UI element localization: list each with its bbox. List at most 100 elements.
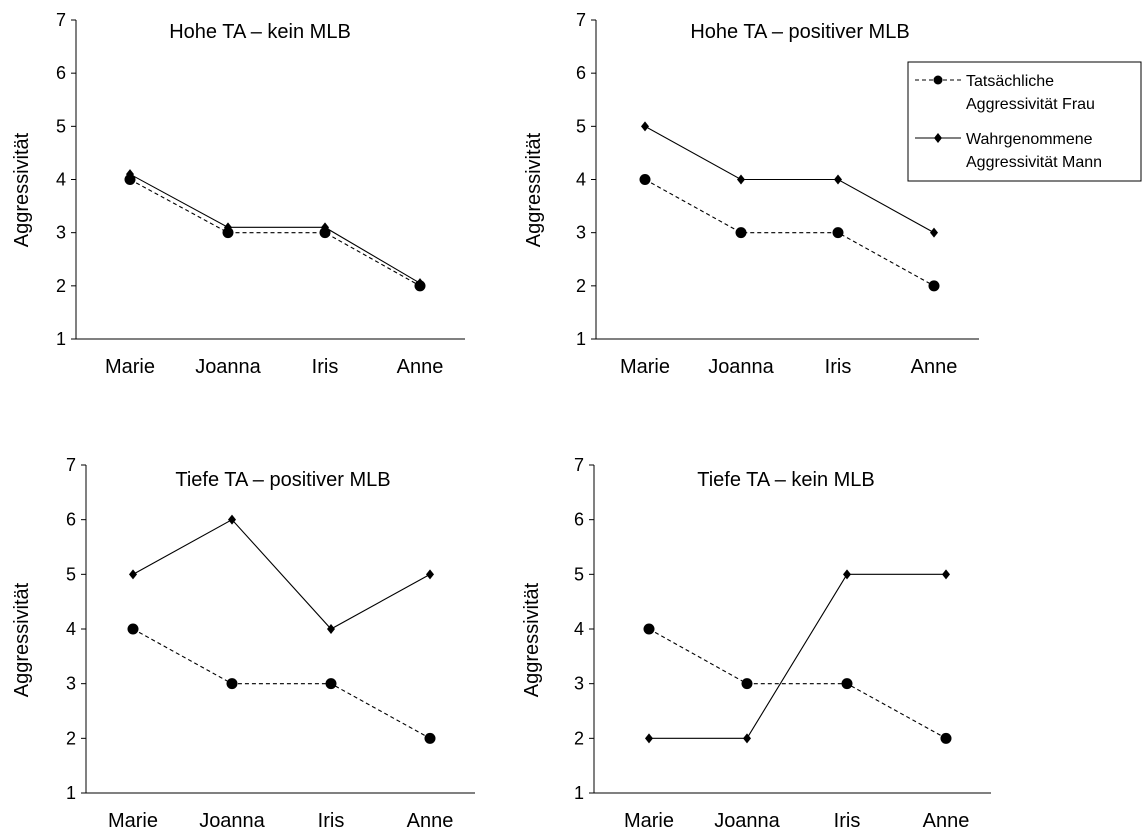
x-tick-label: Anne	[923, 810, 970, 832]
chart-title: Hohe TA – positiver MLB	[690, 21, 909, 43]
series-line-actual	[648, 628, 947, 739]
y-axis-label: Aggressivität	[11, 132, 33, 247]
data-point-diamond	[641, 121, 649, 132]
y-tick-label: 4	[56, 170, 66, 190]
y-tick-label: 7	[66, 455, 76, 475]
chart-legend: Tatsächliche Aggressivität Frau Wahrgenomm…	[907, 61, 1142, 182]
data-point-diamond	[743, 733, 751, 744]
data-point-diamond	[737, 174, 745, 185]
data-point-diamond	[834, 174, 842, 185]
chart-panel-4: 1 2 3 4 5 6 7 Marie Joanna Iris Anne Tiefe TA – kei…	[521, 455, 991, 832]
legend-marker-circle	[933, 75, 943, 85]
x-tick-label: Iris	[312, 356, 339, 378]
x-tick-label: Joanna	[195, 356, 261, 378]
legend-marker-diamond	[934, 133, 942, 143]
y-axis-label: Aggressivität	[523, 132, 545, 247]
data-point-diamond	[224, 222, 232, 233]
y-tick-label: 2	[56, 276, 66, 296]
y-tick-label: 1	[56, 329, 66, 349]
y-tick-label: 7	[576, 10, 586, 30]
y-tick-label: 4	[576, 170, 586, 190]
x-tick-label: Joanna	[199, 810, 265, 832]
y-tick-label: 5	[56, 116, 66, 136]
series-line-actual	[132, 628, 431, 739]
x-tick-label: Joanna	[714, 810, 780, 832]
data-point-diamond	[129, 569, 137, 580]
y-tick-label: 1	[66, 783, 76, 803]
legend-box	[907, 61, 1142, 182]
y-tick-label: 7	[56, 10, 66, 30]
series-line-perceived	[649, 573, 946, 739]
data-point-circle	[226, 678, 238, 690]
data-point-circle	[841, 678, 853, 690]
x-tick-label: Anne	[397, 356, 444, 378]
x-tick-label: Marie	[620, 356, 670, 378]
x-tick-label: Iris	[825, 356, 852, 378]
series-line-actual	[129, 179, 421, 287]
chart-title: Tiefe TA – positiver MLB	[175, 469, 390, 491]
series-line-perceived	[132, 518, 431, 630]
data-point-circle	[222, 227, 234, 239]
data-point-circle	[319, 227, 331, 239]
data-point-circle	[741, 678, 753, 690]
x-tick-label: Iris	[834, 810, 861, 832]
y-tick-label: 2	[574, 728, 584, 748]
y-tick-label: 2	[576, 276, 586, 296]
data-point-circle	[124, 174, 136, 185]
data-point-circle	[928, 280, 940, 292]
legend-label: Wahrgenommene	[966, 131, 1093, 148]
y-tick-label: 4	[574, 619, 584, 639]
data-point-diamond	[930, 227, 938, 238]
x-tick-label: Joanna	[708, 356, 774, 378]
data-point-diamond	[645, 733, 653, 744]
y-axis-label: Aggressivität	[521, 582, 543, 697]
legend-label: Aggressivität Mann	[966, 154, 1102, 171]
y-tick-label: 3	[66, 674, 76, 694]
y-tick-label: 3	[576, 223, 586, 243]
legend-label: Tatsächliche	[966, 73, 1054, 90]
data-point-diamond	[321, 222, 329, 233]
series-line-perceived	[129, 173, 421, 284]
y-tick-label: 6	[66, 510, 76, 530]
data-point-circle	[424, 732, 436, 744]
y-axis-label: Aggressivität	[11, 582, 33, 697]
x-tick-label: Marie	[105, 356, 155, 378]
y-tick-label: 3	[574, 674, 584, 694]
chart-title: Hohe TA – kein MLB	[169, 21, 351, 43]
chart-title: Tiefe TA – kein MLB	[697, 469, 875, 491]
data-point-diamond	[327, 624, 335, 634]
data-point-diamond	[942, 569, 950, 580]
data-point-circle	[940, 732, 952, 744]
data-point-circle	[735, 227, 747, 239]
y-tick-label: 6	[574, 510, 584, 530]
data-point-circle	[643, 623, 655, 635]
y-tick-label: 6	[576, 63, 586, 83]
y-tick-label: 6	[56, 63, 66, 83]
x-tick-label: Marie	[108, 810, 158, 832]
y-tick-label: 5	[66, 564, 76, 584]
y-tick-label: 7	[574, 455, 584, 475]
data-point-circle	[127, 623, 139, 635]
y-tick-label: 2	[66, 728, 76, 748]
y-tick-label: 3	[56, 223, 66, 243]
data-point-diamond	[843, 569, 851, 580]
y-tick-label: 4	[66, 619, 76, 639]
data-point-diamond	[426, 569, 434, 580]
y-tick-label: 5	[574, 564, 584, 584]
data-point-circle	[832, 227, 844, 239]
y-tick-label: 1	[574, 783, 584, 803]
data-point-diamond	[126, 169, 134, 180]
y-tick-label: 1	[576, 329, 586, 349]
x-tick-label: Iris	[318, 810, 345, 832]
y-tick-label: 5	[576, 116, 586, 136]
legend-label: Aggressivität Frau	[966, 96, 1095, 113]
chart-panel-3: 1 2 3 4 5 6 7 Marie Joanna Iris Anne Tiefe TA – pos…	[11, 455, 475, 832]
series-line-perceived	[644, 125, 935, 234]
x-tick-label: Anne	[911, 356, 958, 378]
data-point-circle	[325, 678, 337, 690]
data-point-diamond	[416, 278, 424, 289]
series-line-actual	[644, 179, 935, 287]
data-point-circle	[639, 174, 651, 185]
x-tick-label: Anne	[407, 810, 454, 832]
